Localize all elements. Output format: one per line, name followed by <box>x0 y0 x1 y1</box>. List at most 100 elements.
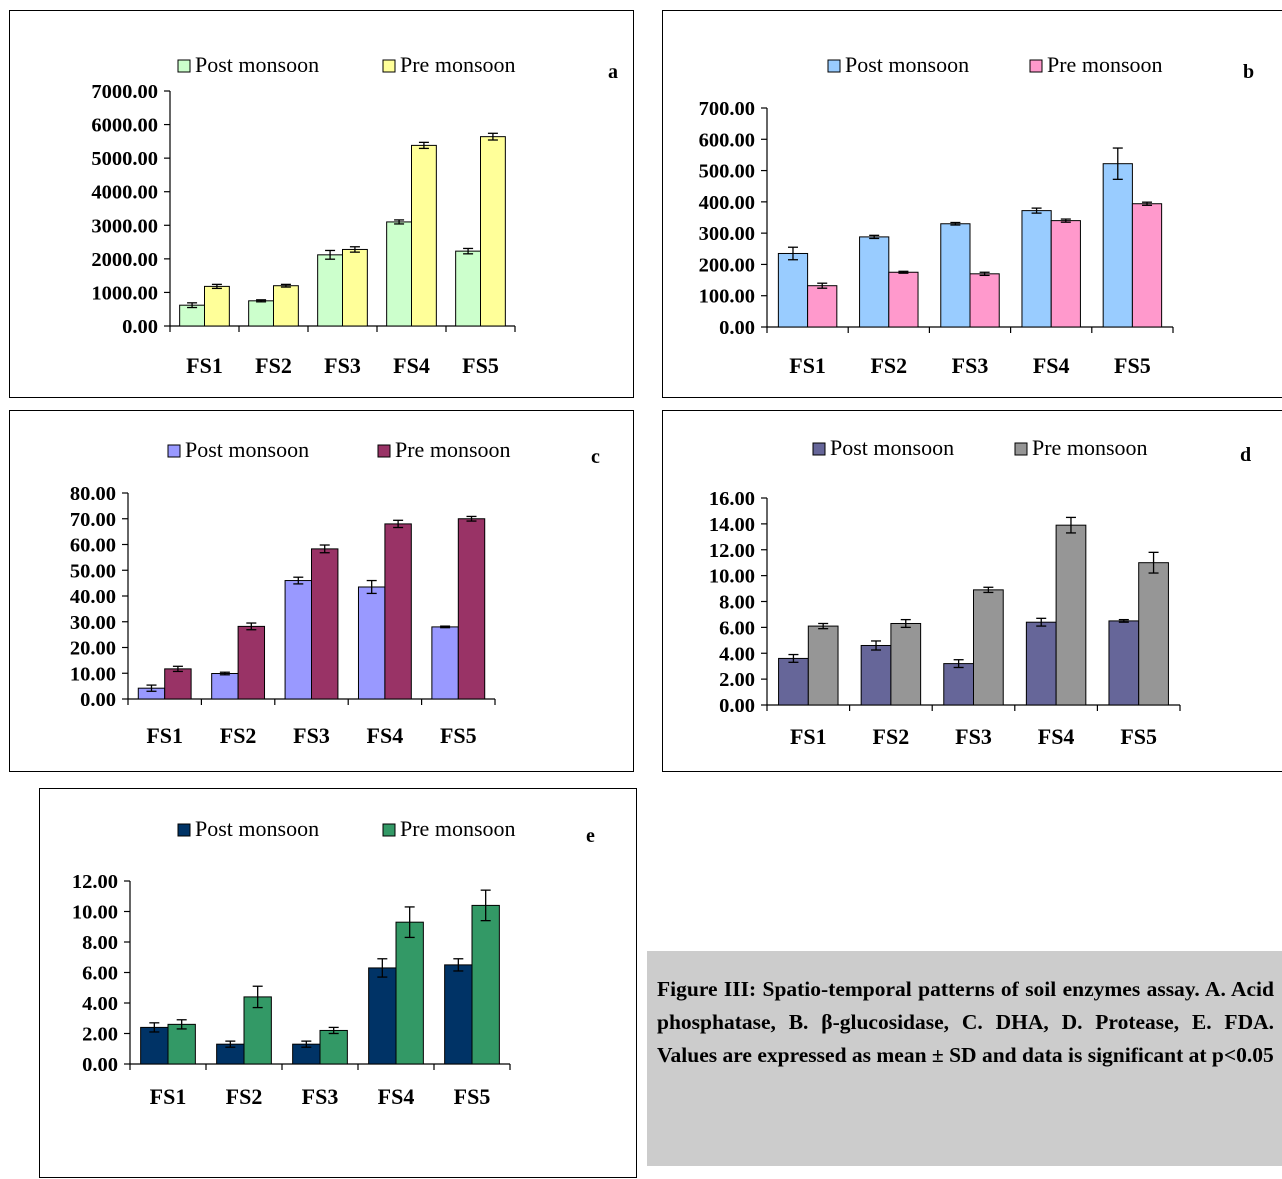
bar-c-pre-fs4 <box>384 523 412 700</box>
bar-c-post-fs3 <box>284 580 312 700</box>
bar-e-post-fs4 <box>368 967 397 1065</box>
y-tick-label-a: 0.00 <box>122 316 158 338</box>
bar-d-post-fs2 <box>860 644 892 706</box>
x-tick-label-d: FS5 <box>1120 724 1157 749</box>
panel-letter-d: d <box>1240 444 1251 466</box>
x-tick-label-d: FS3 <box>955 724 992 749</box>
chart-panel-a: 0.00 1000.00 2000.00 3000.00 4000.00 5000.00 6… <box>9 10 634 398</box>
bar-a-pre-fs5 <box>480 136 506 327</box>
chart-d-svg: 0.00 2.00 4.00 6.00 8.00 10.00 12.00 14.00 16.00… <box>709 435 1251 749</box>
y-tick-label-e: 10.00 <box>72 902 118 924</box>
x-tick-label-a: FS3 <box>324 353 361 378</box>
y-tick-label-b: 400.00 <box>699 192 755 214</box>
x-tick-label-b: FS1 <box>789 353 826 378</box>
bar-d-post-fs1 <box>778 657 809 706</box>
y-tick-label-d: 0.00 <box>719 695 755 717</box>
y-tick-label-a: 7000.00 <box>91 81 158 103</box>
x-tick-label-c: FS5 <box>440 723 477 748</box>
legend-label-b: Post monsoon <box>845 52 969 77</box>
y-tick-label-b: 0.00 <box>719 317 755 339</box>
bar-c-pre-fs3 <box>311 548 339 700</box>
legend-swatch-c <box>167 444 181 458</box>
bar-c-pre-fs1 <box>164 668 192 700</box>
bar-d-post-fs4 <box>1025 621 1057 706</box>
legend-label-a: Post monsoon <box>195 52 319 77</box>
y-tick-label-b: 600.00 <box>699 129 755 151</box>
bar-a-post-fs5 <box>455 250 482 327</box>
y-tick-label-b: 700.00 <box>699 98 755 120</box>
bar-a-pre-fs2 <box>273 285 299 327</box>
panel-letter-e: e <box>586 825 595 847</box>
bar-d-pre-fs2 <box>890 622 922 706</box>
x-tick-label-e: FS1 <box>150 1084 187 1109</box>
x-tick-label-e: FS3 <box>302 1084 339 1109</box>
y-tick-label-e: 8.00 <box>82 932 118 954</box>
bar-b-post-fs4 <box>1021 210 1052 328</box>
x-tick-label-c: FS1 <box>146 723 183 748</box>
y-tick-label-d: 10.00 <box>709 566 755 588</box>
legend-swatch-d <box>1014 442 1028 456</box>
x-tick-label-e: FS5 <box>454 1084 491 1109</box>
x-tick-label-a: FS5 <box>462 353 499 378</box>
y-tick-label-a: 2000.00 <box>91 249 158 271</box>
bar-b-pre-fs2 <box>888 271 919 328</box>
bar-d-pre-fs5 <box>1138 562 1169 706</box>
y-tick-label-d: 4.00 <box>719 643 755 665</box>
chart-e-svg: 0.00 2.00 4.00 6.00 8.00 10.00 12.00 FS1 FS2 FS3 F… <box>72 816 595 1109</box>
bar-b-post-fs5 <box>1102 163 1133 328</box>
chart-panel-d: 0.00 2.00 4.00 6.00 8.00 10.00 12.00 14.00 16.00… <box>662 410 1282 772</box>
y-tick-label-b: 100.00 <box>699 286 755 308</box>
chart-panel-e: 0.00 2.00 4.00 6.00 8.00 10.00 12.00 FS1 FS2 FS3 F… <box>39 788 637 1178</box>
bar-b-pre-fs1 <box>807 285 838 328</box>
x-tick-label-b: FS3 <box>952 353 989 378</box>
y-tick-label-b: 500.00 <box>699 161 755 183</box>
bar-b-pre-fs5 <box>1131 203 1163 328</box>
legend-label-a: Pre monsoon <box>400 52 516 77</box>
y-tick-label-c: 0.00 <box>80 689 116 711</box>
x-tick-label-b: FS2 <box>870 353 907 378</box>
legend-swatch-a <box>382 59 396 73</box>
bar-e-post-fs5 <box>444 964 473 1065</box>
x-tick-label-c: FS3 <box>293 723 330 748</box>
bar-b-post-fs2 <box>859 236 890 328</box>
bar-a-post-fs1 <box>179 304 206 327</box>
bar-d-post-fs5 <box>1108 620 1140 706</box>
legend-swatch-a <box>177 59 191 73</box>
bar-a-pre-fs4 <box>411 144 437 327</box>
bar-e-pre-fs3 <box>319 1029 348 1065</box>
x-tick-label-d: FS2 <box>873 724 910 749</box>
legend-swatch-d <box>812 442 826 456</box>
y-tick-label-d: 2.00 <box>719 669 755 691</box>
figure-caption: Figure III: Spatio-temporal patterns of … <box>647 951 1282 1166</box>
y-tick-label-d: 14.00 <box>709 514 755 536</box>
y-tick-label-c: 30.00 <box>70 612 116 634</box>
bar-b-pre-fs4 <box>1050 220 1081 328</box>
legend-swatch-e <box>177 823 191 837</box>
x-tick-label-e: FS2 <box>226 1084 263 1109</box>
y-tick-label-e: 6.00 <box>82 963 118 985</box>
y-tick-label-c: 70.00 <box>70 509 116 531</box>
panel-letter-b: b <box>1243 61 1254 83</box>
legend-label-e: Post monsoon <box>195 816 319 841</box>
y-tick-label-d: 12.00 <box>709 540 755 562</box>
bar-c-post-fs2 <box>211 673 239 700</box>
chart-b-svg: 0.00 100.00 200.00 300.00 400.00 500.00 600.00… <box>699 52 1255 378</box>
legend-label-c: Pre monsoon <box>395 437 511 462</box>
x-tick-label-b: FS4 <box>1033 353 1070 378</box>
y-tick-label-e: 12.00 <box>72 871 118 893</box>
panel-letter-a: a <box>608 61 618 83</box>
legend-label-c: Post monsoon <box>185 437 309 462</box>
y-tick-label-b: 200.00 <box>699 254 755 276</box>
legend-label-e: Pre monsoon <box>400 816 516 841</box>
legend-swatch-b <box>1029 59 1043 73</box>
y-tick-label-b: 300.00 <box>699 223 755 245</box>
chart-panel-b: 0.00 100.00 200.00 300.00 400.00 500.00 600.00… <box>662 10 1282 398</box>
legend-swatch-e <box>382 823 396 837</box>
y-tick-label-c: 80.00 <box>70 483 116 505</box>
y-tick-label-c: 50.00 <box>70 560 116 582</box>
y-tick-label-c: 60.00 <box>70 535 116 557</box>
bar-a-pre-fs3 <box>342 248 368 327</box>
x-tick-label-d: FS4 <box>1038 724 1075 749</box>
x-tick-label-a: FS4 <box>393 353 430 378</box>
x-tick-label-d: FS1 <box>790 724 827 749</box>
